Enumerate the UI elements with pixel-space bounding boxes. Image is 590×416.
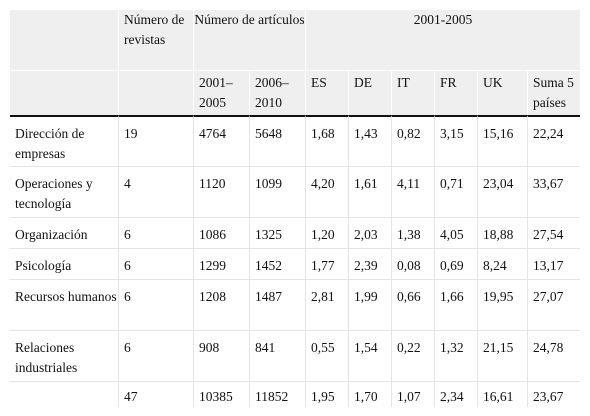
cell-es: 1,68 <box>305 115 348 166</box>
table-body: Dirección de empresas 19 4764 5648 1,68 … <box>10 115 581 407</box>
cell-area: Organización <box>10 217 118 248</box>
table-row: Organización 6 1086 1325 1,20 2,03 1,38 … <box>10 217 581 248</box>
cell-art-2001: 1208 <box>193 279 249 330</box>
cell-fr: 3,15 <box>434 115 477 166</box>
cell-de: 1,61 <box>348 166 391 217</box>
cell-es: 4,20 <box>305 166 348 217</box>
cell-revistas: 6 <box>118 330 193 381</box>
cell-art-2001: 908 <box>193 330 249 381</box>
cell-es: 0,55 <box>305 330 348 381</box>
header-area-cell <box>10 10 118 70</box>
header-num-articulos: Número de artículos <box>193 10 305 70</box>
table-row: Recursos humanos 6 1208 1487 2,81 1,99 0… <box>10 279 581 330</box>
cell-area: Recursos humanos <box>10 279 118 330</box>
cell-art-2001: 1120 <box>193 166 249 217</box>
total-row: 47 10385 11852 1,95 1,70 1,07 2,34 16,61… <box>10 381 581 407</box>
cell-de: 1,54 <box>348 330 391 381</box>
data-table: Número de revistas Número de artículos 2… <box>10 10 581 407</box>
cell-de: 1,70 <box>348 381 391 407</box>
cell-art-2006: 1452 <box>249 248 305 279</box>
table-row: Relaciones industriales 6 908 841 0,55 1… <box>10 330 581 381</box>
header-sub-it: IT <box>391 70 434 115</box>
cell-es: 1,20 <box>305 217 348 248</box>
header-sub-de: DE <box>348 70 391 115</box>
cell-art-2001: 10385 <box>193 381 249 407</box>
header-empty-1 <box>10 70 118 115</box>
cell-art-2006: 5648 <box>249 115 305 166</box>
header-sub-es: ES <box>305 70 348 115</box>
cell-suma: 27,07 <box>527 279 581 330</box>
cell-es: 1,95 <box>305 381 348 407</box>
header-periodo: 2001-2005 <box>305 10 581 70</box>
cell-area <box>10 381 118 407</box>
cell-de: 1,43 <box>348 115 391 166</box>
cell-art-2006: 1099 <box>249 166 305 217</box>
cell-fr: 2,34 <box>434 381 477 407</box>
cell-uk: 16,61 <box>477 381 527 407</box>
cell-fr: 4,05 <box>434 217 477 248</box>
cell-de: 2,03 <box>348 217 391 248</box>
cell-art-2006: 841 <box>249 330 305 381</box>
header-num-revistas: Número de revistas <box>118 10 193 70</box>
cell-de: 2,39 <box>348 248 391 279</box>
table-row: Psicología 6 1299 1452 1,77 2,39 0,08 0,… <box>10 248 581 279</box>
cell-suma: 24,78 <box>527 330 581 381</box>
cell-es: 1,77 <box>305 248 348 279</box>
header-row-1: Número de revistas Número de artículos 2… <box>10 10 581 70</box>
table-row: Operaciones y tecnología 4 1120 1099 4,2… <box>10 166 581 217</box>
table-row: Dirección de empresas 19 4764 5648 1,68 … <box>10 115 581 166</box>
cell-revistas: 19 <box>118 115 193 166</box>
cell-it: 1,07 <box>391 381 434 407</box>
cell-area: Psicología <box>10 248 118 279</box>
table-header: Número de revistas Número de artículos 2… <box>10 10 581 115</box>
cell-uk: 15,16 <box>477 115 527 166</box>
cell-it: 0,66 <box>391 279 434 330</box>
cell-suma: 13,17 <box>527 248 581 279</box>
cell-suma: 33,67 <box>527 166 581 217</box>
header-empty-2 <box>118 70 193 115</box>
header-sub-2006-2010: 2006–2010 <box>249 70 305 115</box>
cell-it: 0,08 <box>391 248 434 279</box>
cell-de: 1,99 <box>348 279 391 330</box>
cell-area: Operaciones y tecnología <box>10 166 118 217</box>
cell-fr: 1,32 <box>434 330 477 381</box>
cell-es: 2,81 <box>305 279 348 330</box>
cell-it: 1,38 <box>391 217 434 248</box>
cell-uk: 21,15 <box>477 330 527 381</box>
cell-it: 0,22 <box>391 330 434 381</box>
header-sub-fr: FR <box>434 70 477 115</box>
cell-uk: 23,04 <box>477 166 527 217</box>
cell-uk: 8,24 <box>477 248 527 279</box>
cell-suma: 27,54 <box>527 217 581 248</box>
cell-it: 0,82 <box>391 115 434 166</box>
cell-art-2006: 1325 <box>249 217 305 248</box>
cell-art-2006: 11852 <box>249 381 305 407</box>
cell-uk: 18,88 <box>477 217 527 248</box>
cell-uk: 19,95 <box>477 279 527 330</box>
cell-art-2001: 4764 <box>193 115 249 166</box>
cell-revistas: 4 <box>118 166 193 217</box>
cell-revistas: 6 <box>118 217 193 248</box>
table-container: Número de revistas Número de artículos 2… <box>10 10 581 407</box>
cell-fr: 0,69 <box>434 248 477 279</box>
cell-area: Dirección de empresas <box>10 115 118 166</box>
cell-art-2001: 1086 <box>193 217 249 248</box>
cell-revistas: 47 <box>118 381 193 407</box>
cell-suma: 23,67 <box>527 381 581 407</box>
cell-art-2006: 1487 <box>249 279 305 330</box>
header-sub-suma: Suma 5 países <box>527 70 581 115</box>
header-sub-uk: UK <box>477 70 527 115</box>
cell-suma: 22,24 <box>527 115 581 166</box>
header-sub-2001-2005: 2001–2005 <box>193 70 249 115</box>
cell-art-2001: 1299 <box>193 248 249 279</box>
header-row-2: 2001–2005 2006–2010 ES DE IT FR UK Suma … <box>10 70 581 115</box>
cell-fr: 0,71 <box>434 166 477 217</box>
cell-revistas: 6 <box>118 248 193 279</box>
cell-it: 4,11 <box>391 166 434 217</box>
cell-fr: 1,66 <box>434 279 477 330</box>
cell-area: Relaciones industriales <box>10 330 118 381</box>
cell-revistas: 6 <box>118 279 193 330</box>
